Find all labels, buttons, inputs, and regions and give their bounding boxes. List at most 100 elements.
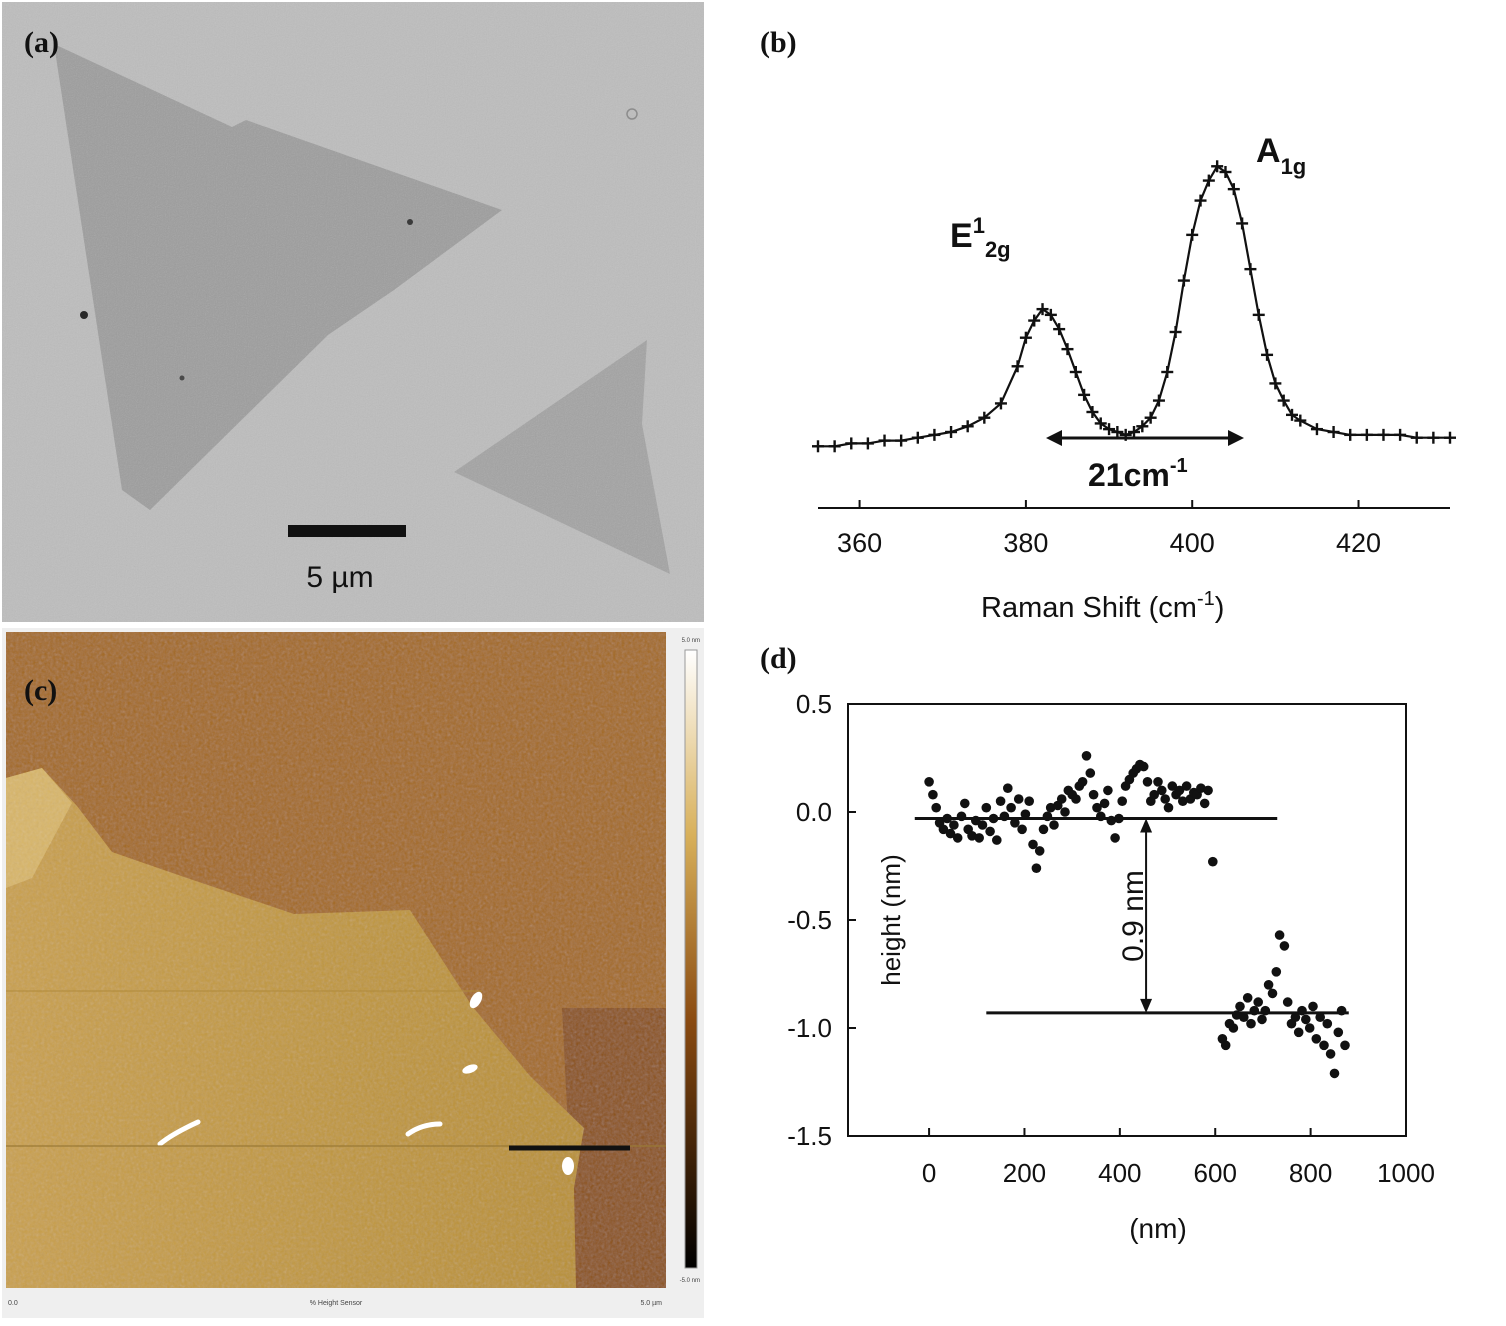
profile-point [1329,1068,1340,1079]
peak-label-e12g: E12g [950,213,1011,262]
profile-point [1282,997,1293,1007]
profile-point [1308,1001,1318,1012]
profile-point [977,820,988,830]
spectrum-marker [1394,428,1407,441]
y-ticks: 0.5 0.0 -0.5 -1.0 -1.5 [787,689,856,1151]
separation-arrow [1046,430,1244,446]
particle-ring [626,108,638,120]
particle-dot [80,311,88,319]
spectrum-marker [1194,194,1207,207]
spectrum-marker [1252,308,1265,321]
profile-point [1042,811,1053,822]
spectrum-marker [1294,414,1307,427]
spectrum-marker [1377,428,1390,441]
afm-particle [562,1157,574,1175]
spectrum-marker [1011,360,1024,373]
profile-point [1208,856,1218,867]
profile-point [1017,824,1027,835]
spectrum-marker [1111,426,1124,438]
spectrum-marker [1128,426,1140,438]
profile-point [1336,1005,1347,1016]
x-tick-label: 400 [1098,1158,1141,1188]
spectrum-marker [1169,326,1182,338]
optical-micrograph: 5 µm [2,2,704,622]
spectrum-marker [1327,426,1340,438]
panel-d: (d) 0.5 0.0 -0.5 -1.0 -1.5 0 200 400 600 800 1000… [740,630,1506,1321]
profile-point [1110,833,1120,843]
profile-point [1096,811,1106,822]
afm-footer-right: 5.0 µm [640,1300,662,1307]
profile-point [1260,1005,1271,1016]
peak-label-a1g: A1g [1256,132,1306,179]
profile-point [1114,813,1124,824]
profile-point [1333,1027,1344,1038]
spectrum-marker [1211,160,1224,173]
profile-point [1239,1012,1249,1022]
profile-point [1167,781,1178,791]
particle-dot [179,375,185,381]
spectrum-marker [828,440,841,453]
profile-point [1199,798,1210,809]
spectrum-marker [945,426,958,438]
profile-point [1099,798,1110,809]
profile-point [1028,839,1038,850]
x-tick-label: 360 [837,528,882,558]
profile-point [1181,781,1192,791]
profile-point [1103,785,1113,796]
profile-point [1088,789,1099,800]
x-tick-label: 0 [922,1158,936,1188]
profile-point [981,802,992,813]
x-tick-label: 800 [1289,1158,1332,1188]
spectrum-marker [861,437,874,450]
profile-point [1203,785,1213,796]
profile-point [1253,997,1263,1007]
profile-point [1228,1023,1239,1033]
spectrum-markers [812,160,1456,453]
profile-point [1031,863,1042,873]
spectrum-marker [978,411,991,424]
profile-point [1279,941,1290,951]
profile-point [1263,980,1274,990]
spectrum-marker [1086,406,1099,418]
profile-point [1020,809,1031,819]
spectrum-marker [1236,217,1249,230]
spectrum-marker [1269,377,1282,390]
profile-point [1340,1040,1350,1051]
spectrum-marker [1061,343,1074,356]
spectrum-marker [1244,263,1257,276]
step-height-label: 0.9 nm [1117,870,1150,962]
spectrum-marker [1103,423,1116,436]
profile-point [967,831,977,841]
small-triangle-flake [454,340,670,574]
panel-label-a: (a) [24,26,59,59]
profile-point [924,777,934,787]
profile-point [1293,1027,1304,1038]
x-tick-label: 1000 [1377,1158,1435,1188]
spectrum-marker [812,440,824,453]
spectrum-marker [928,428,941,441]
afm-footer-left: 0.0 [8,1300,18,1307]
spectrum-marker [1078,388,1091,401]
height-colorbar [684,649,698,1269]
spectrum-marker [1277,394,1290,407]
spectrum-marker [1410,431,1423,444]
profile-point [1081,751,1092,761]
profile-point [1160,794,1170,804]
profile-point [1246,1018,1256,1029]
profile-point [1297,1005,1307,1016]
afm-flake-bright-corner [6,768,72,888]
spectrum-marker [1152,394,1165,407]
profile-point [1106,815,1117,826]
profile-point [1138,761,1149,772]
profile-point [1003,783,1013,793]
spectrum-marker [1360,428,1373,441]
x-axis-title: (nm) [1129,1213,1187,1244]
profile-point [1085,768,1096,778]
profile-point [1235,1001,1245,1012]
spectrum-marker [878,434,891,447]
profile-point [956,811,967,822]
x-tick-label: 200 [1003,1158,1046,1188]
profile-point [931,802,941,813]
profile-point [1142,777,1153,787]
panel-label-b: (b) [760,26,797,59]
